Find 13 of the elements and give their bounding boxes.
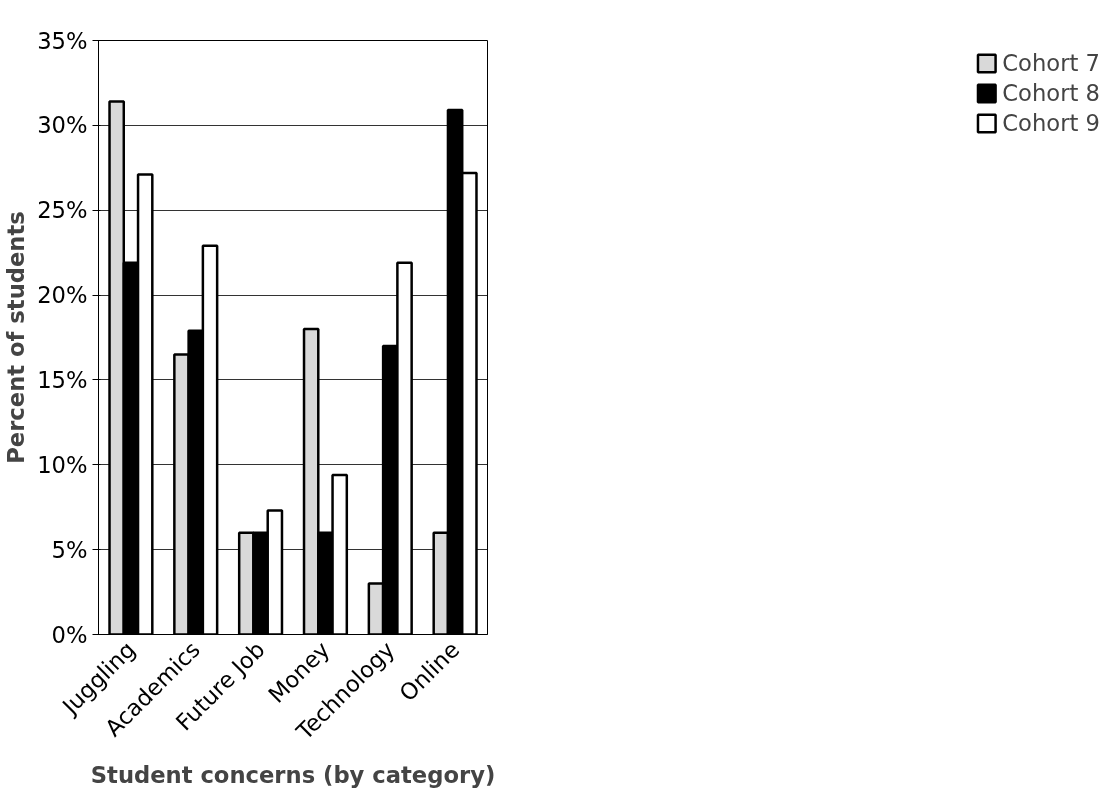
y-tick-label: 35% — [37, 27, 88, 54]
y-axis-title: Percent of students — [3, 211, 30, 464]
legend-label: Cohort 9 — [1002, 110, 1100, 136]
y-tick-label: 10% — [37, 451, 88, 478]
x-axis-title: Student concerns (by category) — [90, 761, 496, 788]
y-tick-label: 5% — [51, 536, 88, 563]
y-tick-label: 30% — [37, 112, 88, 139]
y-tick-label: 15% — [37, 366, 88, 393]
y-tick-label: 0% — [51, 621, 88, 648]
y-tick-label: 20% — [37, 282, 88, 309]
legend-label: Cohort 8 — [1002, 80, 1100, 106]
legend-label: Cohort 7 — [1002, 50, 1100, 76]
y-tick-label: 25% — [37, 197, 88, 224]
